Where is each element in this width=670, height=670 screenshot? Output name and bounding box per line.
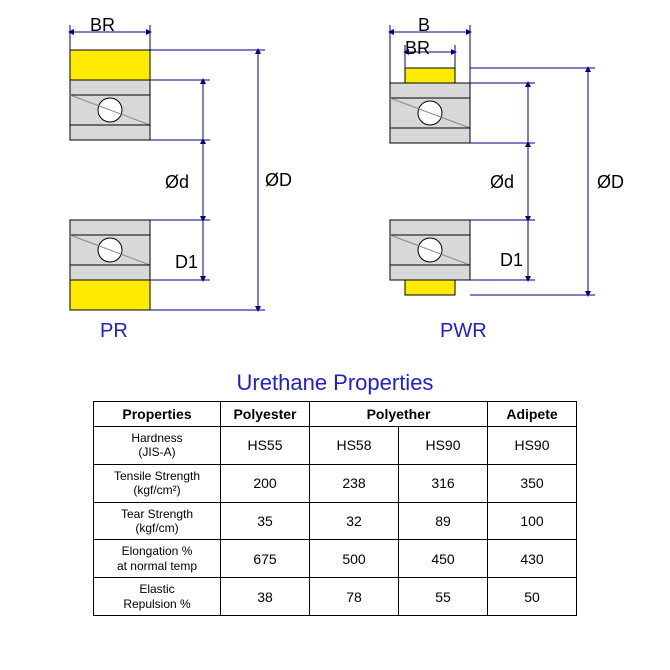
name-pr: PR [100, 320, 128, 343]
table-row: Tensile Strength(kgf/cm²)200238316350 [94, 464, 577, 502]
val-cell: 55 [399, 578, 488, 616]
val-cell: 35 [221, 502, 310, 540]
label-b-right: B [418, 15, 430, 36]
th-polyether: Polyether [310, 402, 488, 427]
properties-table: PropertiesPolyesterPolyetherAdipeteHardn… [93, 401, 577, 616]
table-row: ElasticRepulsion %38785550 [94, 578, 577, 616]
val-cell: 89 [399, 502, 488, 540]
label-br-left: BR [90, 15, 115, 36]
label-d1-left: D1 [175, 252, 198, 273]
label-d1-right: D1 [500, 250, 523, 271]
label-br-right: BR [405, 38, 430, 59]
val-cell: 500 [310, 540, 399, 578]
th-properties: Properties [94, 402, 221, 427]
table-row: Hardness(JIS-A)HS55HS58HS90HS90 [94, 427, 577, 465]
prop-cell: Hardness(JIS-A) [94, 427, 221, 465]
val-cell: 200 [221, 464, 310, 502]
table-row: Tear Strength(kgf/cm)353289100 [94, 502, 577, 540]
val-cell: 316 [399, 464, 488, 502]
val-cell: 100 [488, 502, 577, 540]
table-row: Elongation %at normal temp675500450430 [94, 540, 577, 578]
val-cell: 78 [310, 578, 399, 616]
diagram-area: BR ØD Ød D1 PR [0, 0, 670, 360]
name-pwr: PWR [440, 320, 487, 343]
val-cell: 238 [310, 464, 399, 502]
th-adipete: Adipete [488, 402, 577, 427]
val-cell: 450 [399, 540, 488, 578]
val-cell: 38 [221, 578, 310, 616]
val-cell: HS90 [399, 427, 488, 465]
label-d-small-right: Ød [490, 172, 514, 193]
val-cell: 430 [488, 540, 577, 578]
prop-cell: Tear Strength(kgf/cm) [94, 502, 221, 540]
prop-cell: Elongation %at normal temp [94, 540, 221, 578]
th-polyester: Polyester [221, 402, 310, 427]
prop-cell: ElasticRepulsion % [94, 578, 221, 616]
table-title: Urethane Properties [0, 370, 670, 396]
label-d-big-left: ØD [265, 170, 292, 191]
val-cell: HS55 [221, 427, 310, 465]
val-cell: 350 [488, 464, 577, 502]
val-cell: 50 [488, 578, 577, 616]
prop-cell: Tensile Strength(kgf/cm²) [94, 464, 221, 502]
label-d-big-right: ØD [597, 172, 624, 193]
val-cell: HS58 [310, 427, 399, 465]
label-d-small-left: Ød [165, 172, 189, 193]
val-cell: 32 [310, 502, 399, 540]
val-cell: HS90 [488, 427, 577, 465]
val-cell: 675 [221, 540, 310, 578]
